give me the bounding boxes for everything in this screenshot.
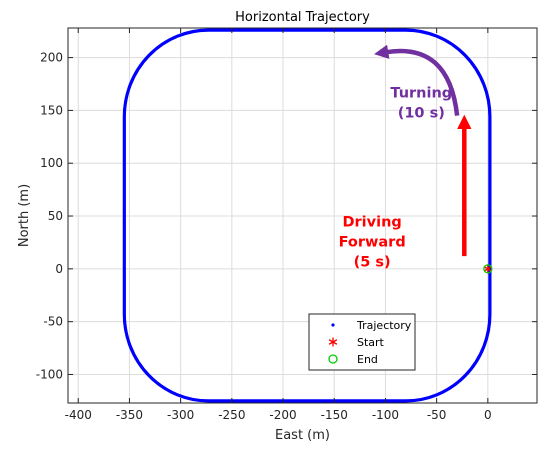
driving-annotation-text: (5 s) bbox=[354, 255, 391, 271]
y-tick-label: 100 bbox=[40, 156, 63, 170]
x-tick-label: -150 bbox=[321, 408, 348, 422]
chart-title: Horizontal Trajectory bbox=[235, 10, 370, 25]
plot-data bbox=[122, 28, 493, 403]
legend-box bbox=[308, 313, 416, 371]
legend-label: Trajectory bbox=[356, 319, 412, 332]
y-tick-label: -100 bbox=[36, 367, 63, 381]
annotations: Turning (10 s) Driving Forward (5 s) bbox=[339, 44, 472, 271]
y-axis-label: North (m) bbox=[17, 184, 32, 247]
trajectory-line bbox=[122, 28, 492, 403]
legend-marker-start bbox=[328, 337, 338, 347]
x-tick-label: -350 bbox=[116, 408, 143, 422]
y-tick-label: 200 bbox=[40, 51, 63, 65]
legend-label: Start bbox=[357, 336, 385, 349]
grid bbox=[68, 28, 537, 403]
x-tick-label: -100 bbox=[372, 408, 399, 422]
legend: Trajectory Start End bbox=[308, 313, 416, 371]
turning-annotation-text: (10 s) bbox=[398, 106, 445, 122]
start-marker-stroke bbox=[483, 265, 493, 272]
x-tick-label: -250 bbox=[218, 408, 245, 422]
turning-arrow bbox=[374, 44, 460, 116]
x-tick-label: -50 bbox=[427, 408, 447, 422]
axis-ticks: -400 -350 -300 -250 -200 -150 -100 -50 0 -100 -50 0… bbox=[36, 28, 537, 422]
driving-annotation-text: Forward bbox=[339, 235, 406, 251]
end-marker bbox=[483, 264, 493, 274]
legend-marker-stroke bbox=[328, 339, 338, 345]
legend-label: End bbox=[357, 353, 378, 366]
y-tick-label: 0 bbox=[55, 262, 63, 276]
axes-box bbox=[67, 27, 538, 404]
y-tick-label: 50 bbox=[48, 209, 63, 223]
legend-marker-trajectory bbox=[331, 323, 335, 327]
x-axis-label: East (m) bbox=[275, 428, 330, 443]
x-tick-label: -300 bbox=[167, 408, 194, 422]
start-marker bbox=[483, 264, 493, 274]
x-tick-label: -200 bbox=[269, 408, 296, 422]
x-tick-label: -400 bbox=[65, 408, 92, 422]
turning-annotation-text: Turning bbox=[390, 86, 452, 102]
x-tick-label: 0 bbox=[484, 408, 492, 422]
driving-annotation-text: Driving bbox=[342, 215, 401, 231]
y-tick-label: 150 bbox=[40, 103, 63, 117]
legend-marker-end bbox=[328, 354, 338, 364]
y-tick-label: -50 bbox=[43, 315, 63, 329]
